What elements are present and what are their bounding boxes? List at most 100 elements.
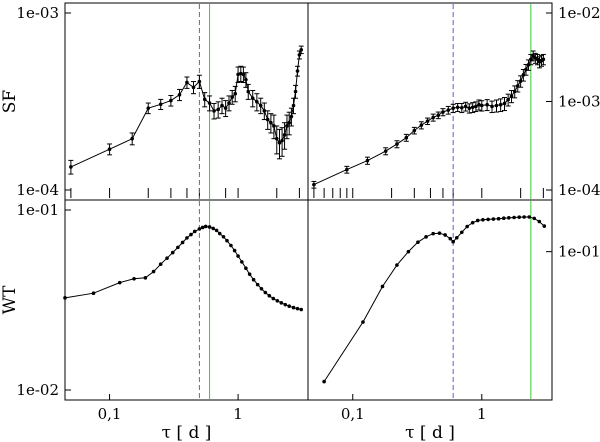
data-point	[230, 95, 234, 99]
data-point	[130, 136, 134, 141]
data-point	[485, 102, 489, 107]
data-point	[158, 262, 163, 266]
data-point	[437, 231, 442, 235]
data-point	[502, 101, 507, 106]
data-point	[297, 53, 302, 57]
data-point	[477, 102, 481, 107]
data-point	[515, 84, 520, 88]
y-axis-title: WT	[0, 285, 20, 314]
data-point	[246, 89, 251, 94]
data-point	[185, 80, 189, 85]
x-axis-title: τ [ d ]	[405, 423, 455, 442]
y-tick-label: 1e-01	[16, 201, 59, 219]
data-point	[200, 225, 205, 230]
data-point	[494, 103, 499, 108]
series-line	[64, 225, 302, 310]
data-point	[244, 266, 248, 270]
data-point	[177, 93, 182, 97]
data-point	[509, 94, 514, 98]
data-point	[289, 114, 294, 119]
data-point	[283, 302, 288, 307]
data-point	[203, 224, 208, 229]
data-point	[269, 120, 273, 125]
series-line	[323, 216, 545, 382]
x-axis-title: τ [ d ]	[162, 423, 212, 442]
data-point	[255, 282, 260, 287]
data-point	[225, 238, 229, 243]
data-point	[191, 85, 196, 90]
data-point	[250, 96, 255, 101]
data-point	[542, 224, 547, 228]
data-point	[486, 217, 490, 222]
data-point	[285, 124, 289, 128]
data-point	[404, 135, 409, 140]
data-point	[474, 104, 478, 109]
data-point	[189, 232, 193, 237]
data-point	[227, 101, 231, 105]
data-point	[212, 109, 216, 113]
data-point	[512, 89, 517, 94]
data-point	[69, 165, 73, 169]
data-point	[345, 167, 349, 172]
data-point	[280, 138, 284, 143]
series-line	[70, 49, 302, 168]
data-point	[151, 269, 156, 274]
data-point	[424, 235, 428, 239]
data-point	[132, 276, 136, 281]
data-point	[465, 224, 469, 229]
data-point	[244, 77, 248, 82]
data-point	[170, 250, 175, 255]
data-point	[221, 234, 226, 239]
data-point	[185, 236, 189, 240]
data-point	[143, 276, 148, 280]
data-point	[312, 182, 316, 187]
data-point	[380, 284, 385, 289]
data-point	[275, 299, 280, 303]
data-point	[197, 79, 202, 84]
data-point	[475, 218, 480, 223]
data-point	[454, 235, 459, 240]
data-point	[479, 103, 484, 108]
data-point	[451, 239, 455, 244]
data-point	[274, 136, 279, 141]
data-point	[443, 233, 447, 237]
data-point	[448, 236, 453, 241]
data-point	[395, 142, 399, 146]
data-point	[291, 103, 296, 108]
data-point	[236, 72, 240, 77]
data-point	[117, 280, 122, 285]
panel-top-left	[65, 4, 304, 199]
data-point	[202, 97, 207, 102]
data-point	[460, 230, 464, 235]
data-point	[299, 307, 304, 312]
data-point	[431, 231, 435, 236]
panel-bottom-right	[322, 201, 552, 400]
data-point	[436, 113, 441, 118]
data-point	[271, 296, 276, 301]
panel-bottom-left	[63, 201, 304, 400]
data-point	[158, 102, 163, 107]
data-point	[406, 249, 411, 254]
data-point	[527, 215, 531, 219]
data-point	[441, 110, 445, 114]
panel-top-right	[311, 4, 552, 199]
data-point	[63, 296, 67, 300]
x-tick-label: 0,1	[98, 405, 122, 423]
data-point	[531, 53, 535, 58]
data-point	[529, 57, 533, 62]
data-point	[506, 97, 510, 102]
y-tick-label: 1e-03	[558, 93, 600, 111]
data-point	[535, 57, 540, 62]
data-point	[287, 120, 292, 125]
data-point	[293, 89, 298, 94]
data-point	[451, 106, 455, 111]
data-point	[107, 147, 112, 152]
data-point	[455, 105, 460, 110]
data-point	[365, 158, 370, 163]
data-point	[518, 79, 523, 83]
data-point	[463, 104, 468, 109]
data-point	[214, 228, 219, 233]
data-point	[236, 254, 240, 258]
data-point	[521, 73, 526, 77]
